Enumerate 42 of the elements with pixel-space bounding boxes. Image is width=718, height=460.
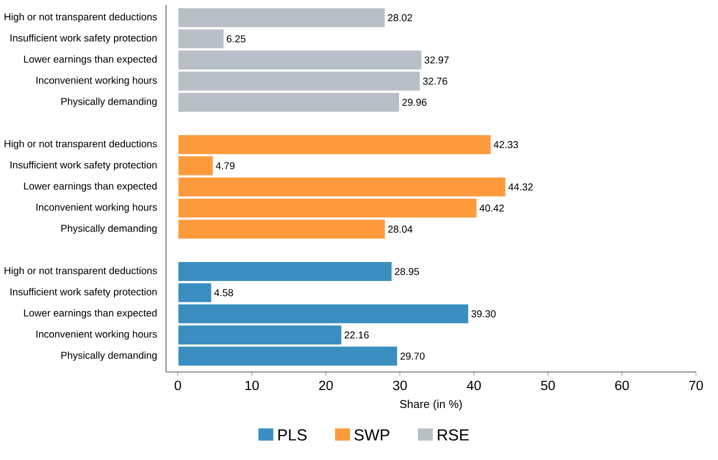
y-tick-label: Inconvenient working hours — [36, 76, 157, 86]
x-tick-label: 20 — [319, 380, 333, 390]
x-axis-title: Share (in %) — [400, 400, 462, 410]
y-tick-label: Insufficient work safety protection — [10, 161, 157, 170]
data-label: 4.58 — [214, 289, 234, 296]
y-tick-label: High or not transparent deductions — [4, 266, 157, 276]
x-tick-label: 10 — [245, 380, 259, 390]
x-tick-label: 70 — [689, 380, 703, 390]
data-label: 32.97 — [424, 56, 449, 64]
y-tick-label: Physically demanding — [61, 98, 157, 107]
legend-label: SWP — [354, 429, 390, 441]
data-label: 6.25 — [226, 35, 246, 42]
y-tick-label: Physically demanding — [61, 224, 157, 234]
y-tick-label: Insufficient work safety protection — [10, 34, 157, 44]
x-tick-label: 60 — [615, 380, 629, 390]
y-tick-label: Inconvenient working hours — [36, 203, 157, 213]
data-label: 44.32 — [508, 183, 533, 190]
y-tick-label: Lower earnings than expected — [24, 309, 157, 318]
data-label: 32.76 — [422, 78, 448, 85]
data-label: 28.02 — [388, 14, 412, 22]
legend-label: RSE — [438, 429, 469, 441]
data-label: 29.70 — [400, 352, 425, 360]
data-label: 40.42 — [480, 204, 504, 212]
y-tick-label: Lower earnings than expected — [24, 55, 157, 65]
x-tick-label: 50 — [541, 380, 555, 390]
data-label: 29.96 — [402, 98, 426, 106]
legend-label: PLS — [278, 429, 307, 441]
y-tick-label: Physically demanding — [61, 351, 157, 361]
y-tick-label: Insufficient work safety protection — [10, 288, 157, 298]
x-tick-label: 40 — [466, 380, 481, 390]
y-tick-label: High or not transparent deductions — [4, 13, 157, 22]
x-tick-label: 30 — [392, 380, 407, 390]
y-tick-label: Lower earnings than expected — [24, 182, 157, 192]
data-label: 4.79 — [216, 162, 235, 170]
x-tick-label: 0 — [174, 380, 182, 390]
y-tick-label: High or not transparent deductions — [4, 140, 157, 150]
data-label: 22.16 — [344, 331, 369, 339]
data-label: 39.30 — [471, 310, 496, 318]
y-tick-label: Inconvenient working hours — [36, 330, 157, 340]
data-label: 28.04 — [388, 226, 412, 233]
data-label: 28.95 — [394, 268, 420, 276]
data-label: 42.33 — [494, 141, 518, 148]
